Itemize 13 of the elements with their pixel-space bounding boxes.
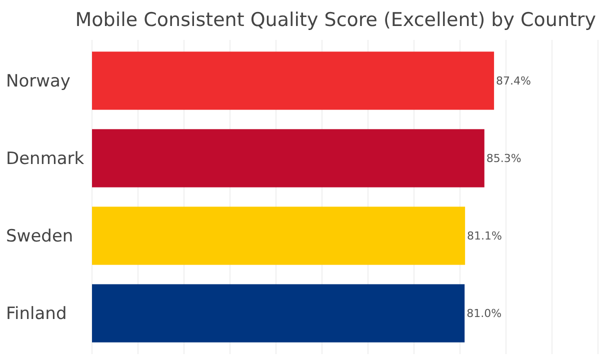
chart-title: Mobile Consistent Quality Score (Excellent) by Country bbox=[75, 9, 596, 31]
y-tick-label: Denmark bbox=[6, 149, 84, 170]
y-tick-label: Norway bbox=[6, 72, 70, 92]
data-label: 81.0% bbox=[466, 307, 502, 320]
data-label: 85.3% bbox=[486, 152, 522, 166]
bar bbox=[92, 284, 465, 342]
bar bbox=[92, 52, 494, 110]
bar bbox=[92, 206, 466, 265]
data-label: 87.4% bbox=[496, 74, 531, 88]
data-label: 81.1% bbox=[467, 230, 502, 243]
y-tick-label: Sweden bbox=[6, 226, 74, 247]
y-tick-label: Finland bbox=[6, 304, 67, 324]
bar bbox=[92, 129, 484, 188]
